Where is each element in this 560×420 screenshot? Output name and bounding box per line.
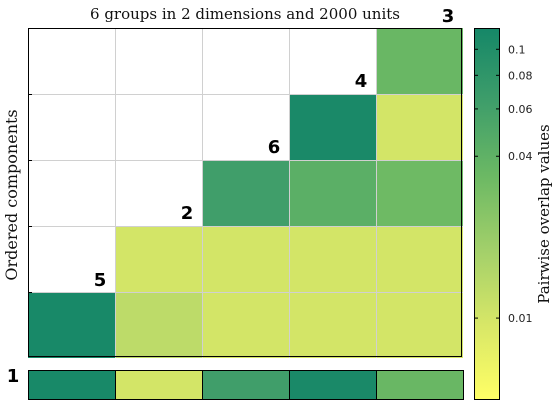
heatmap-cell <box>202 226 289 292</box>
heatmap-cell <box>115 226 202 292</box>
heatmap-cell <box>376 94 463 160</box>
heatmap-cell <box>28 292 115 358</box>
component-label: 6 <box>268 137 281 158</box>
colorbar-tick-label: 0.01 <box>508 312 533 325</box>
component-label: 5 <box>94 270 107 291</box>
heatmap-cell <box>289 94 376 160</box>
component-label: 2 <box>181 203 194 224</box>
colorbar-tick-label: 0.04 <box>508 150 533 163</box>
colorbar-label: Pairwise overlap values <box>535 124 553 303</box>
heatmap-y-ticks <box>28 94 32 293</box>
heatmap-cell <box>376 226 463 292</box>
heatmap-cell <box>115 292 202 358</box>
component-color-strip <box>28 370 464 400</box>
component-labels: 1 5 2 6 4 3 <box>7 6 455 387</box>
strip-swatch <box>28 370 116 400</box>
colorbar-tick-label: 0.08 <box>508 69 533 82</box>
colorbar-tick-label: 0.1 <box>508 43 526 56</box>
heatmap-cells <box>28 28 463 358</box>
heatmap-cell <box>376 28 463 94</box>
colorbar <box>474 28 500 400</box>
heatmap-cell <box>289 226 376 292</box>
strip-swatch <box>202 370 290 400</box>
heatmap-cell <box>289 292 376 358</box>
heatmap-cell <box>202 292 289 358</box>
strip-swatch <box>376 370 464 400</box>
heatmap-cell <box>376 292 463 358</box>
component-label: 4 <box>355 71 368 92</box>
heatmap-cell <box>289 160 376 226</box>
colorbar-ticks: 0.01 0.04 0.06 0.08 0.1 <box>474 43 533 325</box>
heatmap-cell <box>202 160 289 226</box>
component-label: 1 <box>7 366 20 387</box>
strip-swatch <box>289 370 377 400</box>
strip-swatch <box>115 370 203 400</box>
heatmap-grid <box>28 28 463 358</box>
colorbar-tick-label: 0.06 <box>508 103 533 116</box>
heatmap-frame <box>28 28 462 357</box>
component-label: 3 <box>442 6 455 27</box>
heatmap-cell <box>376 160 463 226</box>
y-axis-label: Ordered components <box>2 109 21 280</box>
chart-title: 6 groups in 2 dimensions and 2000 units <box>90 5 400 23</box>
